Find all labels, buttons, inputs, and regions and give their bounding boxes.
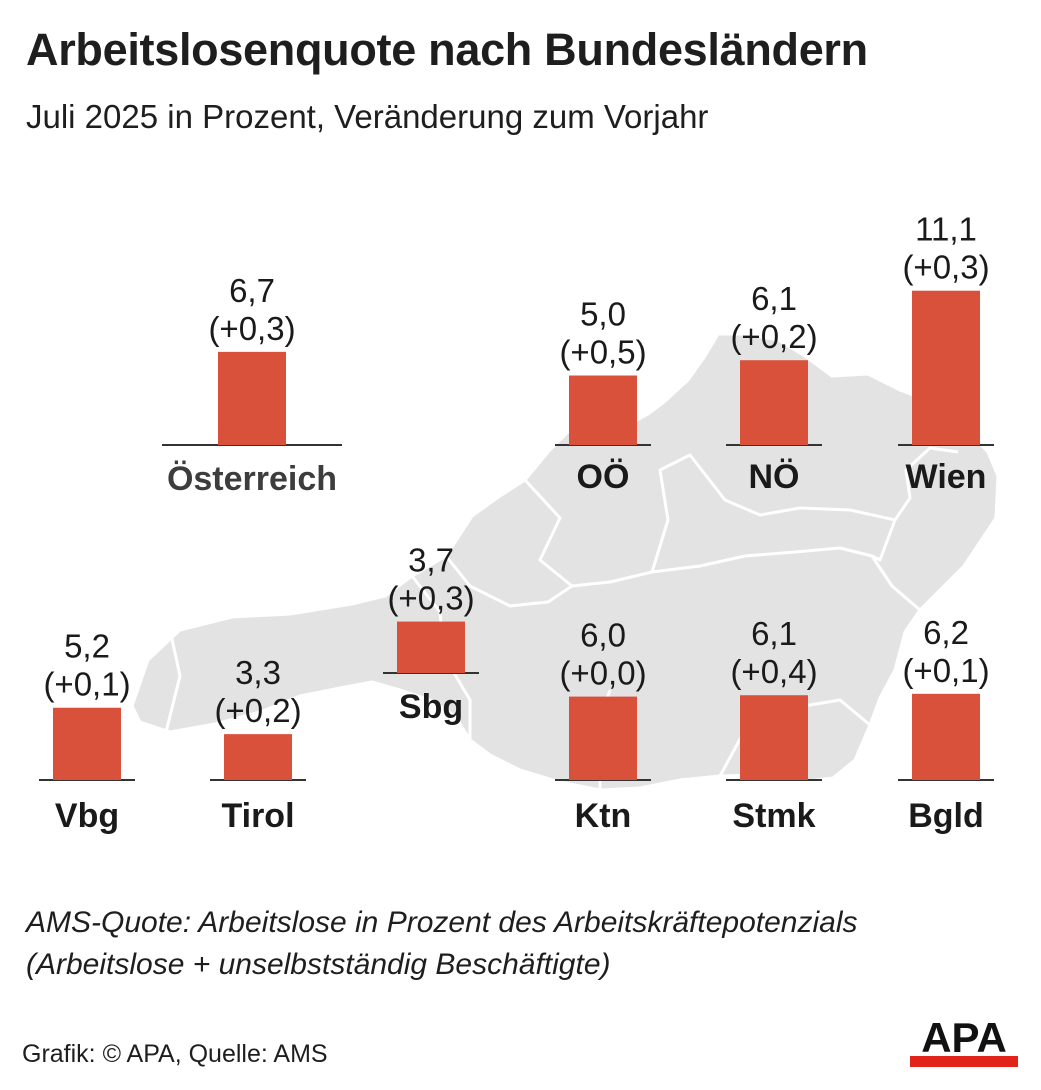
footnote-line-2: (Arbeitslose + unselbstständig Beschäfti…: [26, 948, 611, 981]
category-label-noe: NÖ: [749, 458, 800, 496]
logo-red-bar: [910, 1056, 1018, 1067]
value-label-oesterreich: 6,7: [229, 272, 275, 309]
value-label-noe: 6,1: [751, 280, 797, 317]
bar-ooe: [569, 375, 637, 445]
bar-group-ooe: (+0,5)5,0 OÖ: [555, 296, 651, 496]
change-label-ooe: (+0,5): [559, 334, 646, 371]
change-label-sbg: (+0,3): [387, 580, 474, 617]
category-label-ooe: OÖ: [577, 458, 630, 496]
bar-bgld: [912, 693, 980, 780]
chart-title: Arbeitslosenquote nach Bundesländern: [26, 24, 868, 75]
value-label-sbg: 3,7: [408, 542, 454, 579]
change-label-bgld: (+0,1): [902, 652, 989, 689]
value-label-stmk: 6,1: [751, 615, 797, 652]
category-label-wien: Wien: [906, 458, 987, 496]
category-label-oesterreich: Österreich: [167, 460, 337, 498]
change-label-noe: (+0,2): [730, 318, 817, 355]
bar-vbg: [53, 707, 121, 780]
footnote: AMS-Quote: Arbeitslose in Prozent des Ar…: [26, 902, 1026, 986]
bar-group-wien: (+0,3)11,1 Wien: [898, 211, 994, 496]
bar-oesterreich: [218, 351, 286, 445]
bar-group-oesterreich: (+0,3)6,7 Österreich: [162, 272, 342, 498]
value-label-ktn: 6,0: [580, 617, 626, 654]
bar-stmk: [740, 695, 808, 780]
category-label-vbg: Vbg: [55, 797, 119, 835]
austria-map-shape: [130, 332, 1000, 792]
logo-text: APA: [921, 1018, 1007, 1061]
change-label-ktn: (+0,0): [559, 655, 646, 692]
value-label-tirol: 3,3: [235, 654, 281, 691]
bar-group-ktn: (+0,0)6,0 Ktn: [555, 617, 651, 835]
category-label-ktn: Ktn: [575, 797, 632, 835]
change-label-oesterreich: (+0,3): [208, 310, 295, 347]
bar-group-noe: (+0,2)6,1 NÖ: [726, 280, 822, 496]
bar-sbg: [397, 621, 465, 673]
value-label-wien: 11,1: [915, 211, 977, 248]
category-label-tirol: Tirol: [221, 797, 294, 835]
change-label-wien: (+0,3): [902, 249, 989, 286]
footnote-line-1: AMS-Quote: Arbeitslose in Prozent des Ar…: [26, 906, 858, 939]
bar-ktn: [569, 696, 637, 780]
credit-text: Grafik: © APA, Quelle: AMS: [22, 1040, 328, 1068]
category-label-sbg: Sbg: [399, 688, 463, 726]
change-label-tirol: (+0,2): [214, 692, 301, 729]
bar-tirol: [224, 734, 292, 780]
apa-logo-icon: APA: [910, 1018, 1018, 1067]
category-label-bgld: Bgld: [908, 797, 984, 835]
change-label-vbg: (+0,1): [43, 666, 130, 703]
bar-group-sbg: (+0,3)3,7 Sbg: [383, 542, 479, 726]
chart-subtitle: Juli 2025 in Prozent, Veränderung zum Vo…: [26, 98, 709, 135]
bar-group-bgld: (+0,1)6,2 Bgld: [898, 614, 994, 835]
bar-group-stmk: (+0,4)6,1 Stmk: [726, 615, 822, 835]
bar-group-vbg: (+0,1)5,2 Vbg: [39, 628, 135, 835]
change-label-stmk: (+0,4): [730, 653, 817, 690]
bar-noe: [740, 360, 808, 445]
value-label-vbg: 5,2: [64, 628, 110, 665]
bar-group-tirol: (+0,2)3,3 Tirol: [210, 654, 306, 835]
value-label-bgld: 6,2: [923, 614, 969, 651]
category-label-stmk: Stmk: [732, 797, 815, 835]
bar-wien: [912, 290, 980, 445]
value-label-ooe: 5,0: [580, 296, 626, 333]
